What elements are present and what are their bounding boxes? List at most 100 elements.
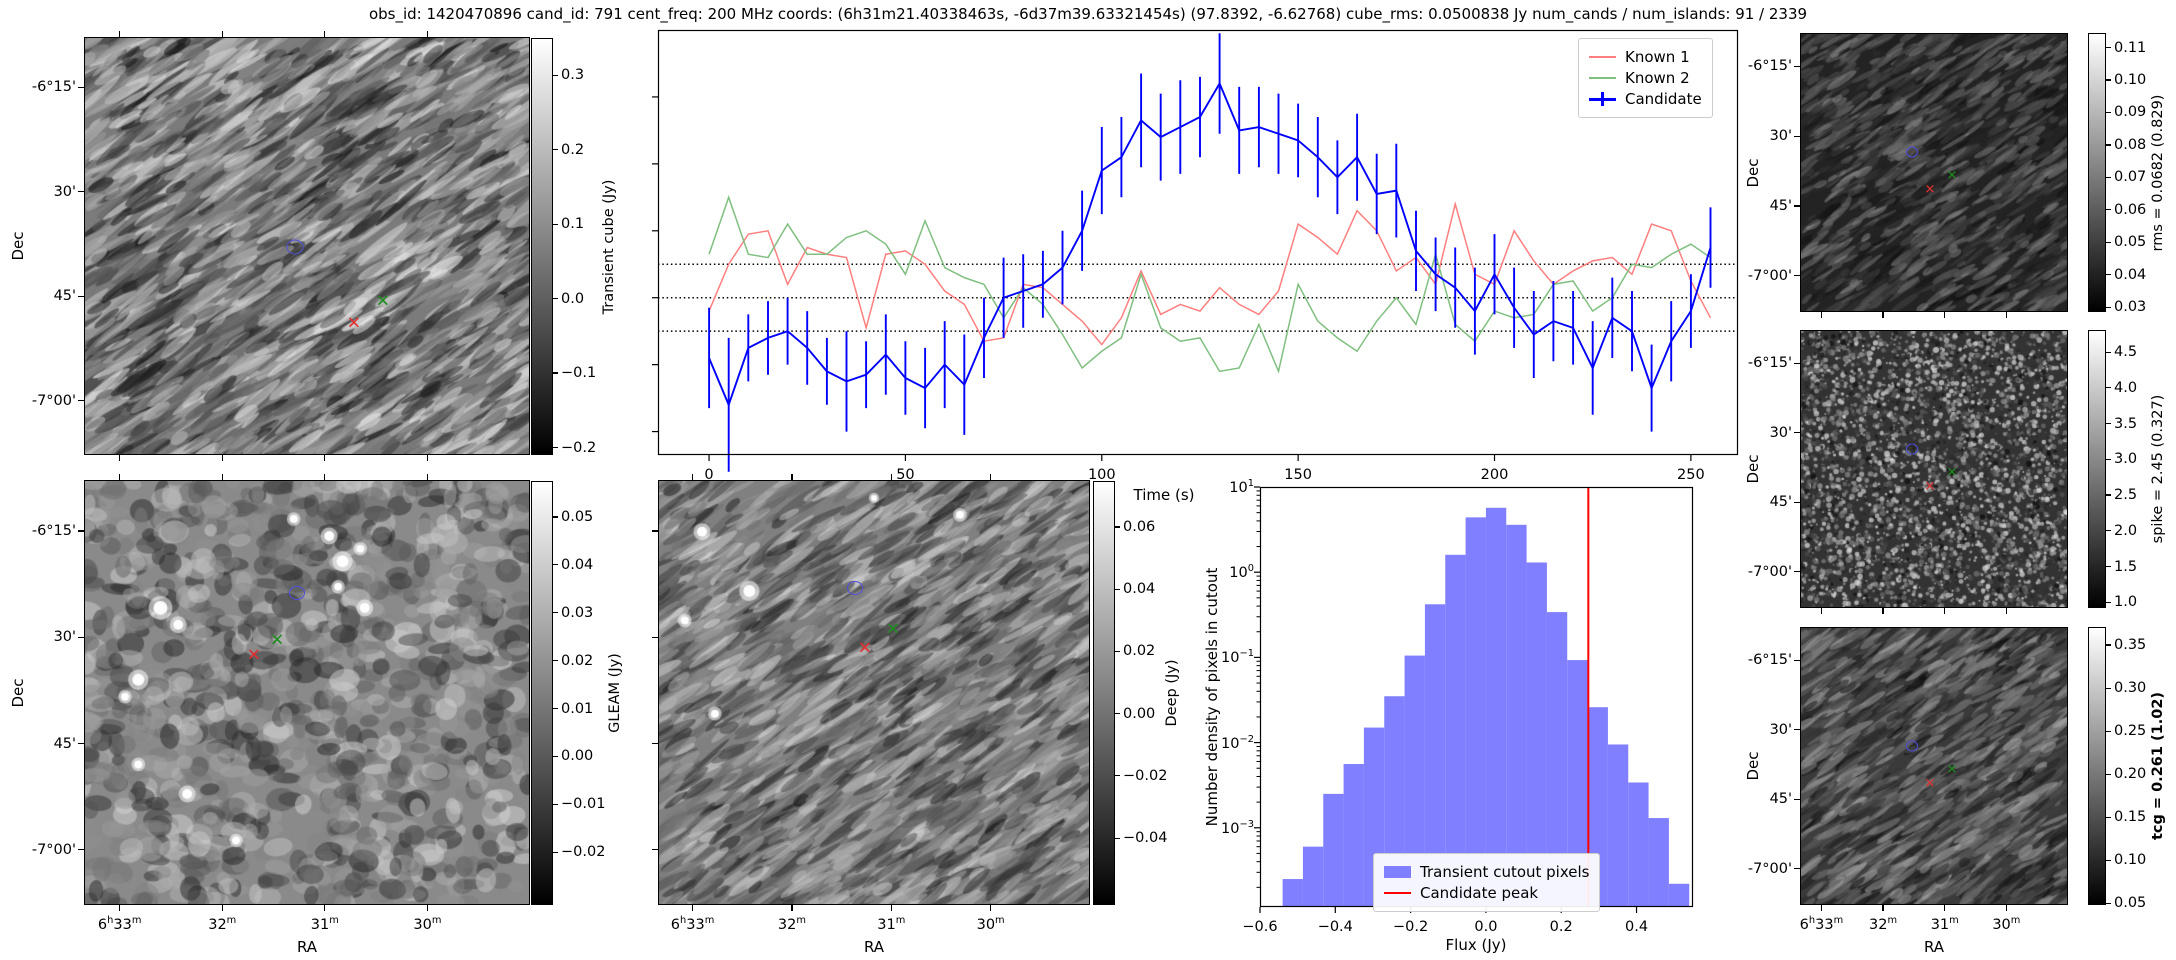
colorbar-tick-label: 0.01	[561, 700, 594, 717]
lightcurve-frame	[657, 29, 1739, 456]
legend-line-sample	[1589, 71, 1616, 85]
dec-tick-mark	[1794, 432, 1800, 434]
deep-image-cutout-panel	[658, 480, 1090, 905]
legend-entry: Candidate peak	[1384, 884, 1589, 902]
colorbar-tick-mark	[2106, 387, 2111, 389]
red-source-x-marker: ✕	[346, 313, 361, 334]
dec-tick-label: 30'	[1769, 128, 1792, 145]
colorbar-label: tcg = 0.261 (1.02)	[2150, 691, 2166, 841]
colorbar-tick-label: 0.00	[1123, 705, 1156, 722]
histogram-bar	[1628, 782, 1649, 907]
flux-tick-label: 0.4	[1625, 919, 1648, 935]
histogram-bar	[1648, 818, 1669, 907]
colorbar-tick-mark	[2106, 687, 2111, 689]
colorbar-tick-mark	[1115, 526, 1120, 528]
red-source-x-marker: ✕	[246, 645, 262, 666]
dec-tick-mark	[1794, 501, 1800, 503]
dec-tick-label: 45'	[53, 288, 76, 305]
colorbar-tick-mark	[2106, 816, 2111, 818]
flux-tick-label: 0.0	[1474, 919, 1497, 935]
legend-entry: Known 1	[1589, 48, 1702, 66]
red-source-x-marker: ✕	[1924, 776, 1936, 791]
dec-tick-label: 30'	[1769, 424, 1792, 441]
colorbar-tick-mark	[2106, 902, 2111, 904]
dec-tick-mark	[652, 849, 658, 851]
colorbar-tick-mark	[2106, 494, 2111, 496]
dec-tick-label: -7°00'	[1747, 563, 1792, 580]
dec-tick-mark	[78, 400, 84, 402]
green-source-x-marker: ✕	[1946, 762, 1958, 778]
ra-tick-mark	[1820, 608, 1823, 614]
colorbar-tick-label: 0.10	[2114, 852, 2147, 869]
colorbar-tick-label: −0.01	[561, 796, 606, 813]
colorbar-tick-mark	[2106, 209, 2111, 211]
time-tick-label: 0	[704, 467, 713, 483]
lightcurve-series-candidate	[708, 81, 1712, 408]
ra-tick-mark-top	[221, 31, 223, 37]
colorbar-tick-label: 0.06	[1123, 519, 1156, 536]
ra-tick-mark-top	[691, 474, 694, 480]
time-axis-label: Time (s)	[1133, 486, 1195, 504]
dec-tick-mark	[1794, 65, 1800, 68]
colorbar-tick-label: −0.04	[1123, 830, 1168, 847]
histogram-bar	[1465, 517, 1486, 907]
legend-entry: Known 2	[1589, 69, 1702, 87]
colorbar-tick-label: 0.04	[1123, 581, 1156, 598]
figure-title: obs_id: 1420470896 cand_id: 791 cent_fre…	[368, 5, 1808, 23]
colorbar-tick-label: 0.35	[2114, 637, 2147, 654]
colorbar-tick-label: 2.5	[2114, 487, 2138, 504]
colorbar-tick-label: 0.00	[561, 748, 594, 765]
flux-axis-label: Flux (Jy)	[1445, 936, 1507, 954]
colorbar-tick-mark	[553, 516, 558, 518]
dec-tick-mark	[1794, 729, 1800, 731]
legend-entry: Candidate	[1589, 90, 1702, 108]
ra-tick-label: 32m	[208, 915, 237, 933]
colorbar-tick-label: 0.04	[561, 556, 594, 573]
ra-tick-mark	[2005, 608, 2007, 614]
ra-tick-label: 6h33m	[1799, 915, 1844, 933]
colorbar-tick-mark	[2106, 601, 2111, 603]
red-source-x-marker: ✕	[1924, 182, 1936, 198]
legend-entry-label: Known 2	[1625, 69, 1690, 87]
colorbar-tick-mark	[553, 755, 558, 758]
ra-tick-label: 31m	[310, 915, 339, 933]
colorbar-tick-label: 1.5	[2114, 558, 2138, 575]
colorbar-tick-mark	[2106, 730, 2111, 732]
density-tick-label: 100	[1229, 563, 1254, 582]
density-tick-label: 10−1	[1221, 648, 1254, 667]
colorbar-tick-mark	[2106, 773, 2111, 775]
colorbar-tick-mark	[553, 446, 558, 449]
colorbar-tick-label: 0.1	[561, 216, 585, 233]
colorbar-tick-mark	[2106, 530, 2111, 532]
histogram-bar	[1668, 883, 1690, 907]
ra-tick-label: 31m	[877, 915, 906, 933]
colorbar-tick-label: 0.07	[2114, 169, 2147, 186]
colorbar-tick-label: −0.2	[561, 439, 597, 456]
time-tick-label: 250	[1677, 467, 1705, 483]
density-tick-label: 10−2	[1221, 733, 1254, 752]
ra-tick-mark	[791, 905, 793, 911]
colorbar-tick-mark	[553, 660, 558, 662]
ra-tick-mark	[324, 905, 326, 911]
colorbar-tick-label: 3.0	[2114, 451, 2138, 468]
candidate-island-contour-marker	[1906, 146, 1919, 158]
dec-axis-label: Dec	[1744, 157, 1762, 188]
flux-tick-label: −0.6	[1242, 919, 1277, 935]
ra-tick-label: 6h33m	[97, 915, 142, 933]
dec-axis-label: Dec	[9, 231, 27, 261]
histogram-bar	[1282, 879, 1303, 907]
spike-cutout-panel	[1800, 330, 2068, 608]
histogram-bar	[1424, 604, 1446, 907]
legend-line-sample	[1589, 50, 1616, 64]
ra-tick-mark	[119, 455, 121, 461]
dec-axis-label: Dec	[1744, 454, 1762, 484]
colorbar-tick-label: 0.3	[561, 67, 585, 84]
colorbar-tick-label: 0.15	[2114, 809, 2147, 826]
ra-tick-mark	[1820, 905, 1823, 911]
colorbar-tick-mark	[2106, 46, 2111, 49]
flux-tick-label: −0.2	[1393, 919, 1428, 935]
ra-tick-mark-top	[119, 474, 121, 480]
ra-tick-mark	[990, 905, 992, 911]
colorbar-tick-mark	[1115, 837, 1120, 839]
